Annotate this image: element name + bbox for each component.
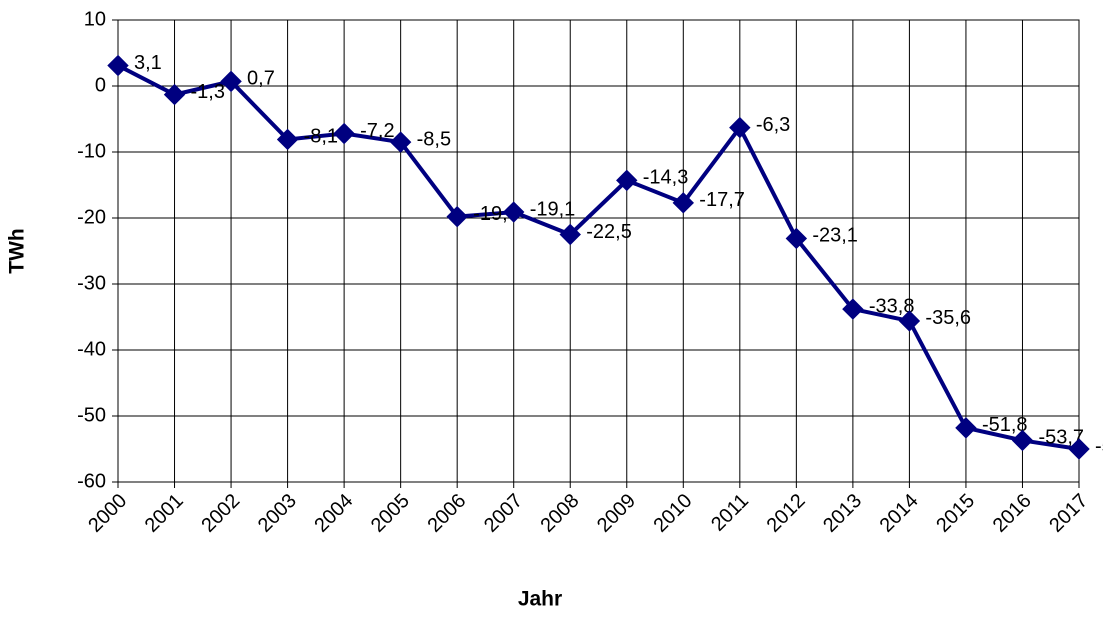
x-tick-label: 2010 xyxy=(650,490,697,537)
point-marker xyxy=(389,131,412,153)
x-tick-label: 2007 xyxy=(480,490,527,537)
y-tick-label: -10 xyxy=(77,140,106,162)
data-label: -14,3 xyxy=(643,167,689,189)
y-tick-label: 10 xyxy=(84,8,106,30)
point-marker xyxy=(672,192,695,214)
point-marker xyxy=(898,310,921,332)
point-marker xyxy=(842,298,864,320)
data-label: 3,1 xyxy=(134,52,162,74)
x-tick-label: 2000 xyxy=(84,490,131,537)
data-label: -51,8 xyxy=(982,414,1028,436)
x-tick-label: 2013 xyxy=(819,490,866,537)
point-marker xyxy=(729,116,751,139)
plot-border xyxy=(117,19,1080,483)
point-marker xyxy=(220,70,242,93)
point-marker xyxy=(1011,429,1034,452)
data-label: 0,7 xyxy=(247,68,275,90)
x-tick-label: 2001 xyxy=(141,490,188,537)
data-label: -53,7 xyxy=(1038,427,1084,449)
y-tick-label: -30 xyxy=(77,272,106,294)
data-label: -19,1 xyxy=(530,198,576,220)
data-label: -23,1 xyxy=(812,225,858,247)
x-tick-label: 2004 xyxy=(310,490,357,537)
x-tick-label: 2009 xyxy=(593,490,640,537)
data-label: -35,6 xyxy=(925,307,971,329)
x-tick-label: 2003 xyxy=(254,490,301,537)
point-marker xyxy=(1068,438,1090,460)
x-axis-title: Jahr xyxy=(518,588,562,611)
data-label: -55 xyxy=(1095,435,1103,457)
point-marker xyxy=(163,83,186,106)
data-label: -17,7 xyxy=(699,189,745,211)
data-label: -1,3 xyxy=(191,81,225,103)
data-label: -6,3 xyxy=(756,114,790,136)
x-tick-label: 2002 xyxy=(197,490,244,537)
y-tick-label: 0 xyxy=(95,74,106,96)
data-label: -7,2 xyxy=(360,120,394,142)
y-tick-label: -20 xyxy=(77,206,106,228)
x-tick-label: 2008 xyxy=(536,490,583,537)
point-marker xyxy=(502,201,525,223)
y-tick-label: -50 xyxy=(77,404,106,426)
y-axis-title: TWh xyxy=(6,228,29,273)
point-marker xyxy=(559,223,581,246)
y-tick-label: -60 xyxy=(77,470,106,492)
data-label: -33,8 xyxy=(869,295,915,317)
x-tick-label: 2011 xyxy=(707,490,753,536)
x-tick-label: 2015 xyxy=(932,490,979,537)
point-marker xyxy=(785,227,808,250)
x-tick-label: 2016 xyxy=(989,490,1036,537)
point-marker xyxy=(333,122,355,145)
x-tick-label: 2014 xyxy=(876,490,923,537)
x-tick-label: 2006 xyxy=(423,490,470,537)
point-marker xyxy=(276,128,299,151)
data-label: -8,5 xyxy=(417,128,451,150)
data-label: -8,1 xyxy=(304,126,338,148)
point-marker xyxy=(955,417,977,439)
series-line xyxy=(117,63,1080,451)
point-marker xyxy=(446,205,468,228)
y-tick-label: -40 xyxy=(77,338,106,360)
data-label: -22,5 xyxy=(586,221,632,243)
point-marker xyxy=(107,54,129,77)
x-tick-label: 2012 xyxy=(763,490,810,537)
point-marker xyxy=(616,169,638,192)
x-tick-label: 2017 xyxy=(1045,490,1092,537)
x-tick-label: 2005 xyxy=(367,490,414,537)
